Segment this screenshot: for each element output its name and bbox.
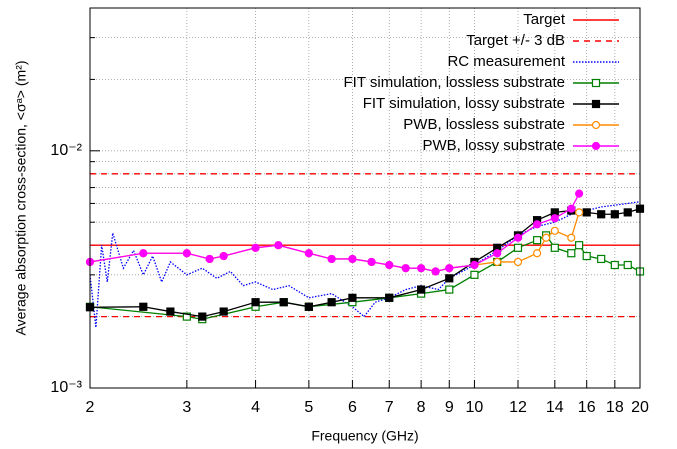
marker: [470, 270, 479, 279]
marker: [591, 120, 601, 130]
marker: [597, 254, 606, 264]
x-tick-label: 20: [631, 399, 649, 416]
marker: [251, 243, 260, 252]
x-tick-label: 4: [251, 399, 260, 416]
x-tick-label: 7: [385, 399, 394, 416]
y-axis-label: Average absorption cross-section, <σᵃ> (…: [13, 60, 29, 335]
x-tick-label: 6: [348, 399, 357, 416]
marker: [567, 249, 576, 258]
marker: [597, 210, 606, 219]
marker: [348, 254, 357, 264]
marker: [623, 208, 632, 217]
legend-label: FIT simulation, lossless substrate: [344, 74, 565, 91]
marker: [591, 78, 601, 88]
marker: [385, 293, 394, 302]
x-tick-label: 9: [445, 399, 454, 416]
marker: [582, 251, 591, 261]
legend-label: Target +/- 3 dB: [466, 32, 565, 49]
legend-label: RC measurement: [447, 53, 565, 70]
x-tick-label: 8: [417, 399, 426, 416]
marker: [542, 233, 551, 242]
marker: [417, 264, 426, 273]
x-tick-label: 10: [466, 399, 484, 416]
marker: [327, 298, 336, 307]
x-axis-label: Frequency (GHz): [311, 428, 418, 444]
marker: [417, 285, 426, 294]
marker: [445, 274, 454, 283]
x-tick-label: 12: [509, 399, 527, 416]
marker: [575, 189, 584, 198]
plot-frame: [89, 7, 641, 389]
x-tick-label: 14: [546, 399, 564, 416]
x-tick-label: 3: [182, 399, 191, 416]
marker: [623, 260, 632, 270]
marker: [445, 264, 454, 273]
marker: [550, 243, 559, 252]
marker: [182, 249, 191, 258]
legend-label: PWB, lossy substrate: [422, 137, 565, 154]
marker: [219, 307, 228, 316]
marker: [198, 312, 207, 321]
legend-label: FIT simulation, lossy substrate: [363, 95, 565, 112]
marker: [533, 236, 542, 245]
marker: [550, 226, 559, 235]
marker: [533, 249, 542, 258]
marker: [401, 264, 410, 273]
marker: [139, 249, 148, 258]
legend-label: Target: [523, 11, 566, 28]
marker: [493, 257, 502, 267]
marker: [367, 257, 376, 267]
marker: [166, 307, 175, 316]
marker: [550, 214, 559, 223]
marker: [533, 220, 542, 229]
marker: [582, 208, 591, 217]
marker: [567, 204, 576, 213]
y-tick-label: 10⁻²: [50, 142, 82, 159]
marker: [445, 285, 454, 294]
series-line: [89, 212, 580, 273]
x-tick-label: 2: [86, 399, 95, 416]
y-tick-label: 10⁻³: [50, 379, 82, 396]
marker: [610, 260, 619, 270]
marker: [219, 251, 228, 261]
x-tick-label: 16: [578, 399, 596, 416]
marker: [493, 249, 502, 258]
marker: [279, 298, 288, 307]
series-line: [89, 201, 641, 328]
marker: [575, 208, 584, 217]
marker: [591, 141, 601, 151]
marker: [567, 233, 576, 242]
marker: [251, 298, 260, 307]
marker: [327, 254, 336, 264]
marker: [575, 241, 584, 250]
marker: [274, 241, 283, 250]
marker: [470, 260, 479, 270]
legend-label: PWB, lossless substrate: [403, 116, 565, 133]
marker: [348, 293, 357, 302]
x-tick-label: 18: [606, 399, 624, 416]
marker: [139, 302, 148, 311]
marker: [205, 254, 214, 264]
marker: [513, 233, 523, 242]
marker: [591, 99, 601, 109]
marker: [182, 312, 191, 321]
x-tick-label: 5: [304, 399, 313, 416]
marker: [304, 302, 313, 311]
marker: [513, 257, 523, 267]
marker: [610, 210, 619, 219]
marker: [385, 260, 394, 270]
marker: [431, 267, 440, 276]
marker: [304, 249, 313, 258]
marker: [513, 243, 523, 252]
